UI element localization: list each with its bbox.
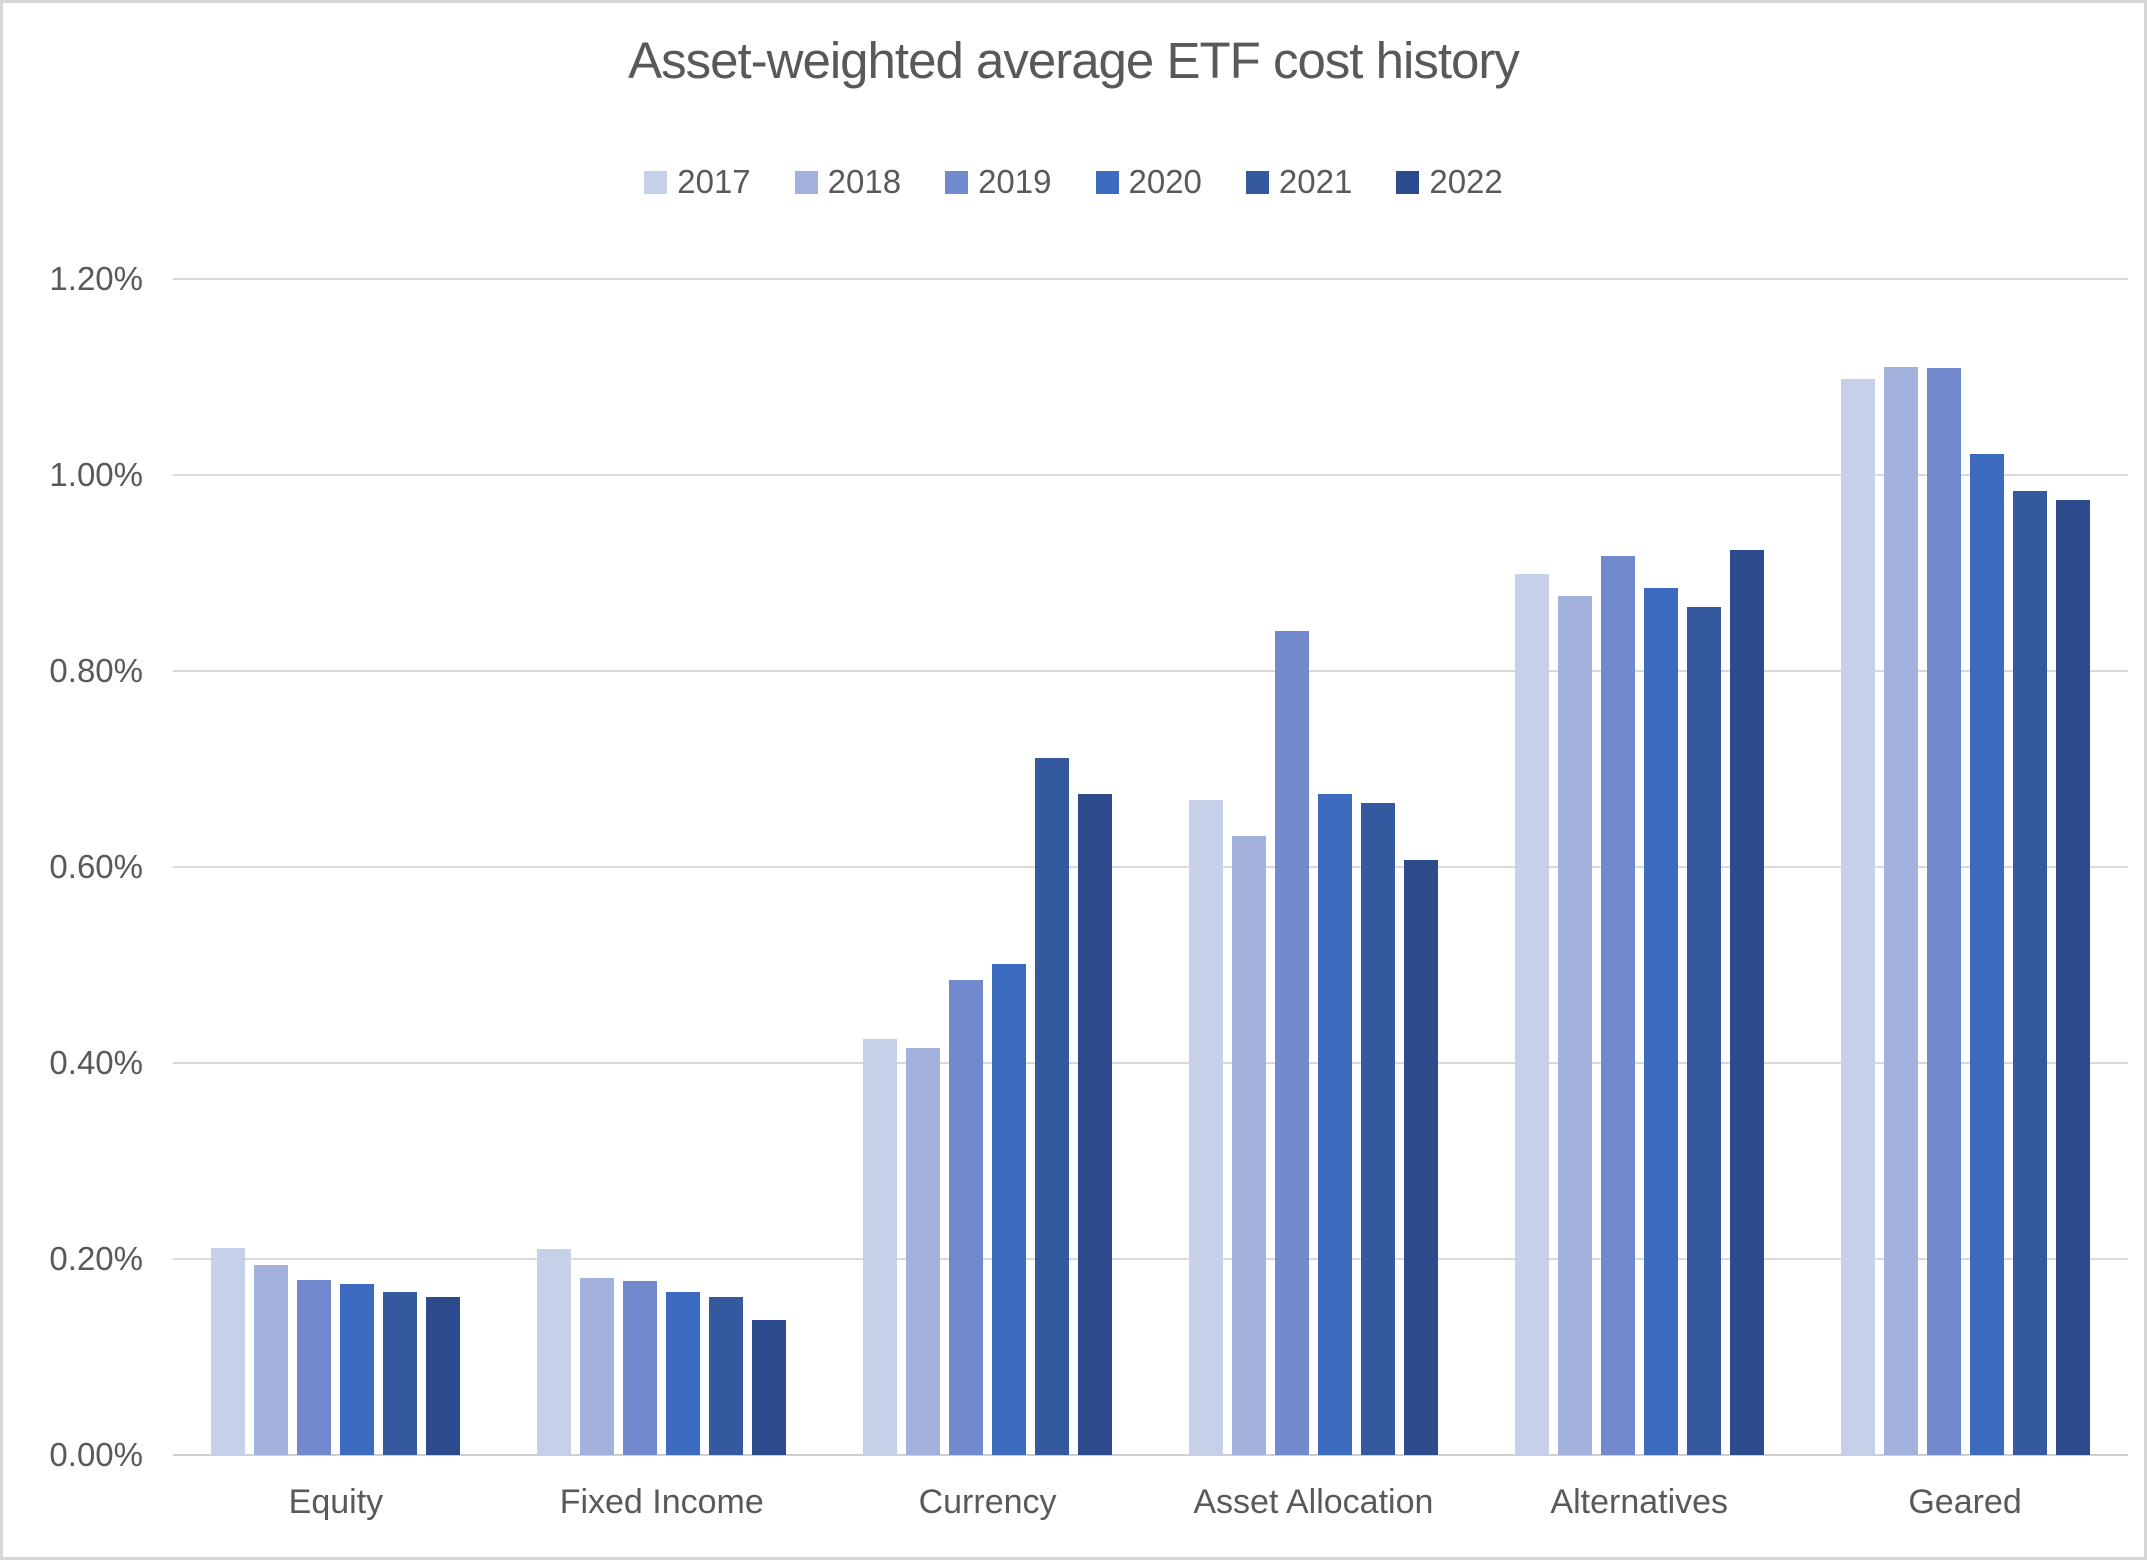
bar-2022-equity	[426, 1297, 461, 1455]
gridline	[173, 669, 2128, 672]
legend-label: 2018	[827, 163, 902, 200]
legend: 2017 2018 2019 2020 2021 2022	[3, 163, 2144, 201]
bar-2022-asset-allocation	[1403, 860, 1438, 1455]
bar-2018-equity	[254, 1264, 289, 1455]
x-axis: Equity Fixed Income Currency Asset Allocati…	[173, 1483, 2128, 1522]
bar-2020-asset-allocation	[1317, 794, 1352, 1455]
bar-2017-fixed-income	[537, 1249, 572, 1455]
legend-item-2019: 2019	[945, 163, 1052, 201]
gridline	[173, 1061, 2128, 1064]
legend-item-2021: 2021	[1245, 163, 1353, 201]
bar-2020-alternatives	[1643, 587, 1678, 1455]
bar-2018-alternatives	[1557, 595, 1592, 1455]
x-axis-category-label: Alternatives	[1550, 1483, 1729, 1521]
bar-2022-currency	[1078, 793, 1113, 1455]
bar-2019-currency	[949, 979, 984, 1455]
bar-2018-geared	[1883, 367, 1918, 1455]
bar-2022-alternatives	[1729, 550, 1764, 1455]
bar-2021-geared	[2012, 490, 2047, 1455]
bar-groups	[173, 279, 2128, 1455]
x-axis-category-label: Currency	[918, 1483, 1057, 1521]
bar-2021-currency	[1035, 758, 1070, 1455]
bar-2017-geared	[1840, 378, 1875, 1455]
plot-area	[173, 278, 2128, 1456]
bar-2022-fixed-income	[752, 1319, 787, 1455]
bar-2021-fixed-income	[709, 1297, 744, 1455]
bar-2018-asset-allocation	[1231, 835, 1266, 1455]
legend-item-2018: 2018	[794, 163, 902, 201]
bar-group-fixed-income	[499, 279, 825, 1455]
bar-2020-currency	[992, 964, 1027, 1455]
bar-2019-equity	[297, 1279, 332, 1455]
x-axis-category-label: Fixed Income	[559, 1483, 764, 1521]
bar-2019-alternatives	[1600, 556, 1635, 1455]
bar-2019-fixed-income	[623, 1280, 658, 1455]
bar-2021-alternatives	[1686, 607, 1721, 1455]
gridline	[173, 866, 2128, 868]
bar-2020-equity	[340, 1284, 375, 1455]
bar-2020-fixed-income	[666, 1292, 701, 1455]
bar-2018-fixed-income	[580, 1277, 615, 1455]
legend-label: 2021	[1278, 163, 1353, 200]
bar-2020-geared	[1969, 454, 2004, 1455]
legend-label: 2022	[1429, 163, 1503, 200]
x-axis-category-label: Asset Allocation	[1193, 1483, 1434, 1521]
bar-2021-equity	[383, 1292, 418, 1455]
bar-2017-asset-allocation	[1188, 800, 1223, 1455]
legend-swatch-icon	[644, 170, 668, 194]
legend-item-2017: 2017	[644, 163, 751, 201]
bar-2021-asset-allocation	[1360, 803, 1395, 1455]
bar-2018-currency	[906, 1048, 941, 1455]
legend-label: 2019	[978, 163, 1052, 200]
bar-2017-equity	[211, 1248, 246, 1455]
gridline	[173, 1258, 2128, 1260]
legend-swatch-icon	[945, 170, 969, 194]
y-axis-tick-label: 0.60%	[49, 848, 143, 885]
gridline	[173, 278, 2128, 280]
x-axis-category-label: Equity	[288, 1483, 384, 1521]
bar-2017-currency	[863, 1039, 898, 1455]
x-axis-category-label: Geared	[1908, 1483, 2022, 1521]
bar-2022-geared	[2055, 500, 2090, 1455]
bar-group-currency	[825, 279, 1151, 1455]
bar-group-geared	[1802, 279, 2128, 1455]
bar-group-alternatives	[1476, 279, 1802, 1455]
bar-2017-alternatives	[1514, 573, 1549, 1455]
bar-group-asset-allocation	[1150, 279, 1476, 1455]
legend-swatch-icon	[1396, 170, 1420, 194]
gridline	[173, 473, 2128, 476]
bar-2019-geared	[1926, 368, 1961, 1455]
legend-swatch-icon	[1095, 170, 1119, 194]
y-axis-tick-label: 1.00%	[49, 456, 143, 493]
chart-title: Asset-weighted average ETF cost history	[628, 32, 1520, 89]
y-axis-tick-label: 0.20%	[49, 1240, 143, 1277]
y-axis: 1.20% 1.00% 0.80% 0.60% 0.40% 0.20% 0.00%	[3, 260, 143, 1473]
bar-group-equity	[173, 279, 499, 1455]
legend-item-2022: 2022	[1396, 163, 1503, 201]
y-axis-tick-label: 0.80%	[49, 652, 143, 689]
bar-2019-asset-allocation	[1274, 630, 1309, 1455]
y-axis-tick-label: 1.20%	[49, 260, 143, 297]
y-axis-tick-label: 0.00%	[49, 1436, 143, 1473]
y-axis-tick-label: 0.40%	[49, 1044, 143, 1081]
legend-label: 2017	[677, 163, 751, 200]
x-axis-line	[173, 1454, 2128, 1456]
legend-label: 2020	[1128, 163, 1202, 200]
legend-swatch-icon	[794, 170, 818, 194]
legend-swatch-icon	[1245, 170, 1269, 194]
legend-item-2020: 2020	[1095, 163, 1202, 201]
